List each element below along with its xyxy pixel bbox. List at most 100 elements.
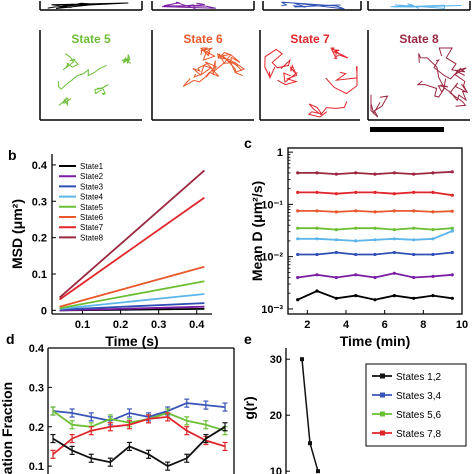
data-point <box>334 210 338 214</box>
legend-entry: State7 <box>80 223 104 232</box>
y-tick-label: 0 <box>41 305 47 317</box>
y-tick-label: 10 <box>270 466 282 474</box>
y-tick-label: 30 <box>270 354 282 366</box>
data-point <box>412 226 416 230</box>
series-line <box>59 280 205 310</box>
legend-entry: State4 <box>80 193 104 202</box>
legend-entry: State1 <box>80 162 104 171</box>
x-tick-label: 0.1 <box>75 319 90 331</box>
panel-letter: b <box>8 147 17 163</box>
series-line <box>52 426 226 468</box>
data-point <box>334 296 338 300</box>
panel-letter: d <box>6 331 15 347</box>
data-point <box>315 190 319 194</box>
tile-trajectory <box>58 97 72 107</box>
panel-b-msd-chart: b 0 0.1 0.2 0.3 0.4 0.1 0.2 0.3 0.4 Time (s) MSD (μ… <box>8 147 212 349</box>
data-point <box>431 171 435 175</box>
data-point <box>392 294 396 298</box>
data-point <box>316 469 320 474</box>
x-tick-label: 0.3 <box>151 319 166 331</box>
plot-frame <box>287 147 463 315</box>
legend-entry: State2 <box>80 172 104 181</box>
series-line <box>59 293 205 310</box>
tile-label: State 7 <box>290 32 330 46</box>
tile-trajectory <box>330 47 349 60</box>
data-point <box>431 237 435 241</box>
legend-entry: State8 <box>80 233 104 242</box>
tile-trajectory <box>277 63 299 86</box>
data-point <box>315 289 319 293</box>
data-point <box>392 171 396 175</box>
data-point <box>392 209 396 213</box>
tile-trajectory <box>94 84 109 96</box>
y-tick-label: 20 <box>270 410 282 422</box>
data-point <box>373 298 377 302</box>
data-point <box>354 209 358 213</box>
tile-label: State 8 <box>399 32 439 46</box>
panel-letter: e <box>244 331 252 347</box>
panel-e-gr-chart: e 30 20 10 g(r) States 1,2 States 3,4 States 5,… <box>241 331 467 474</box>
x-tick-label: 2 <box>304 319 310 331</box>
data-point <box>296 237 300 241</box>
y-tick-label: 0.4 <box>29 343 45 355</box>
legend-marker <box>380 373 385 379</box>
x-tick-label: 0.4 <box>189 319 205 331</box>
data-point <box>334 238 338 242</box>
legend-entry: States 1,2 <box>396 372 441 383</box>
legend-entry: States 5,6 <box>396 410 441 421</box>
series-line <box>52 410 226 432</box>
y-tick-label: 1 <box>277 147 283 159</box>
tile-trajectory <box>433 47 466 80</box>
data-point <box>315 171 319 175</box>
data-point <box>392 228 396 232</box>
legend-entry: States 3,4 <box>396 391 441 402</box>
data-point <box>296 252 300 257</box>
y-axis-label: lation Fraction <box>0 382 15 474</box>
data-point <box>392 250 396 255</box>
data-point <box>412 209 416 213</box>
data-point <box>354 226 358 230</box>
legend-entry: States 7,8 <box>396 429 441 440</box>
data-point <box>296 190 300 194</box>
data-point <box>315 273 319 277</box>
data-point <box>315 226 319 230</box>
data-point <box>315 209 319 213</box>
y-axis-label: g(r) <box>241 396 257 419</box>
data-point <box>354 294 358 298</box>
tile-trajectory <box>264 48 291 80</box>
tile-trajectory <box>200 47 216 61</box>
y-tick-label: 0.3 <box>29 382 44 394</box>
x-axis-label: Time (s) <box>105 333 158 349</box>
series-line <box>52 402 226 422</box>
tile-top-trajectory <box>390 3 462 9</box>
data-point <box>354 190 358 194</box>
panel-d-fraction-chart: d 0.4 0.3 0.2 0.1 lation Fraction <box>0 331 235 474</box>
data-point <box>334 275 338 280</box>
data-point <box>373 275 377 280</box>
data-point <box>412 252 416 257</box>
legend-marker <box>380 430 385 436</box>
data-point <box>296 209 300 213</box>
x-tick-label: 0.2 <box>113 319 128 331</box>
data-point <box>334 192 338 196</box>
scale-bar <box>370 127 444 132</box>
tile-trajectory <box>193 60 218 79</box>
tile-trajectory <box>325 65 358 95</box>
series-line <box>59 305 205 312</box>
x-tick-label: 10 <box>456 319 468 331</box>
panel-a-trajectory-tiles: State 5 State 6 State 7 State 8 <box>39 1 471 132</box>
legend-marker <box>380 411 385 417</box>
series-line <box>52 415 226 455</box>
x-tick-label: 6 <box>382 319 388 331</box>
data-point <box>431 252 435 257</box>
y-tick-label: 0.2 <box>29 422 44 434</box>
data-point <box>412 275 416 280</box>
y-tick-label: 10⁻¹ <box>261 199 283 211</box>
data-point <box>450 193 454 197</box>
y-tick-label: 0.4 <box>32 160 48 172</box>
data-point <box>450 226 454 230</box>
series-line <box>59 302 205 311</box>
data-point <box>412 296 416 300</box>
y-tick-label: 0.1 <box>29 461 44 473</box>
x-tick-label: 8 <box>420 319 426 331</box>
